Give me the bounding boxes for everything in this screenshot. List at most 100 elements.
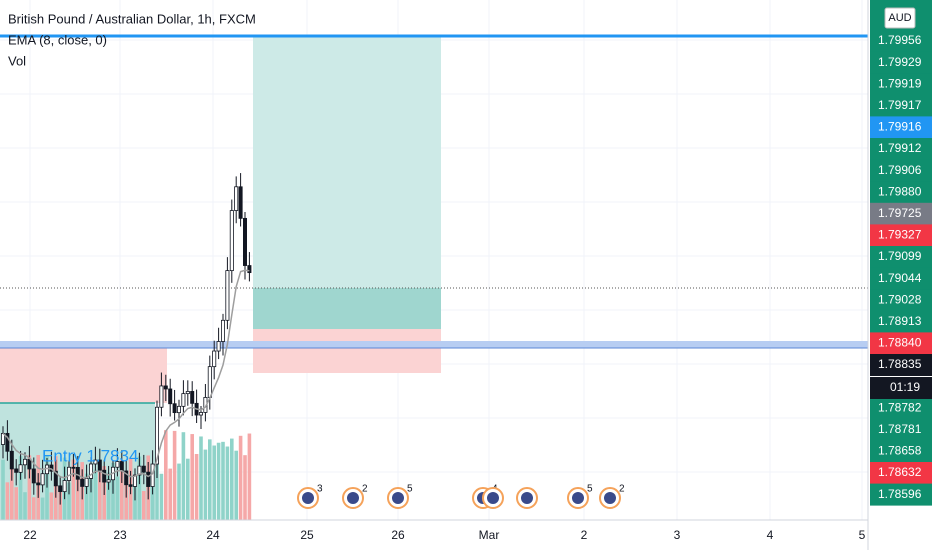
time-label: 2 (581, 528, 588, 542)
volume-bar (45, 455, 49, 520)
time-label: 22 (23, 528, 37, 542)
volume-bar (32, 497, 36, 520)
candle (172, 403, 177, 414)
volume-bar (84, 473, 89, 520)
candle (67, 466, 72, 481)
volume-bar (230, 438, 234, 520)
symbol-title[interactable]: British Pound / Australian Dollar, 1h, F… (8, 11, 256, 26)
volume-bar (93, 469, 98, 520)
candle (102, 469, 107, 483)
price-labels: 1.79956 1.79929 1.79919 1.79917 1.79916 1.799… (870, 30, 932, 506)
volume-bar (238, 435, 243, 520)
price-tag (870, 462, 932, 484)
candle (89, 463, 94, 479)
price-label: 1.79917 (878, 98, 922, 112)
candle (124, 470, 129, 486)
candle (247, 265, 252, 274)
candle (75, 466, 80, 480)
candle (18, 464, 23, 473)
candle (36, 482, 41, 486)
price-tag (870, 332, 932, 355)
candle (5, 432, 10, 452)
volume-bar (14, 487, 18, 520)
candle (14, 468, 19, 473)
volume-bar (181, 432, 186, 520)
volume-bar (234, 450, 238, 520)
price-label: 1.79028 (878, 292, 922, 306)
candle (242, 217, 247, 266)
volume-bar (243, 455, 247, 520)
volume (1, 430, 252, 520)
event-flag (487, 492, 499, 504)
candle (238, 186, 243, 219)
events: 325452 (297, 484, 625, 509)
candle (40, 473, 45, 486)
entry-label: Entry 1.7834 (42, 446, 138, 465)
event-flag (604, 492, 616, 504)
volume-bar (67, 482, 71, 520)
candle (71, 466, 76, 469)
price-tag (870, 73, 932, 96)
volume-bar (212, 445, 216, 520)
price-label: 1.79880 (878, 184, 922, 198)
candle (132, 474, 137, 487)
price-tag (870, 51, 932, 74)
volume-bar (247, 433, 252, 520)
event-count: 2 (362, 484, 368, 495)
stop-zone-left (0, 341, 167, 403)
candle (154, 406, 159, 465)
price-label: 1.79725 (878, 206, 922, 220)
indicator-ema[interactable]: EMA (8, close, 0) (8, 32, 107, 47)
price-tag (870, 246, 932, 268)
price-label: 1.78913 (878, 314, 922, 328)
volume-bar (120, 460, 124, 520)
event-flag (572, 492, 584, 504)
volume-bar (194, 454, 199, 520)
countdown-tag (870, 377, 932, 399)
price-tag (870, 397, 932, 420)
candle (80, 478, 85, 487)
candle (27, 458, 32, 470)
price-label: 1.79919 (878, 76, 922, 90)
time-label: 5 (859, 528, 866, 542)
candle (159, 385, 164, 408)
candle (137, 465, 142, 476)
candles (0, 173, 252, 505)
indicator-vol[interactable]: Vol (8, 53, 26, 68)
price-tag (870, 483, 932, 506)
price-tag (870, 289, 932, 312)
volume-bar (159, 473, 164, 520)
time-label: 3 (674, 528, 681, 542)
volume-bar (1, 459, 5, 520)
currency: AUD (888, 12, 911, 24)
profit-zone-filled (253, 288, 441, 329)
price-label: 1.78782 (878, 400, 922, 414)
currency-badge[interactable] (884, 7, 916, 29)
event-count: 3 (317, 484, 323, 495)
candle (220, 319, 225, 342)
price-label: 1.79916 (878, 120, 922, 134)
candle (106, 479, 111, 483)
volume-bar (199, 436, 203, 520)
volume-bar (177, 463, 181, 520)
volume-bar (190, 434, 194, 520)
volume-bar (40, 497, 45, 520)
price-label: 1.79044 (878, 271, 922, 285)
price-label: 1.79929 (878, 55, 922, 69)
candle (181, 393, 186, 407)
volume-bar (23, 492, 27, 520)
volume-bar (164, 430, 168, 520)
volume-bar (137, 456, 142, 520)
candle (163, 385, 168, 390)
time-label: 26 (391, 528, 405, 542)
volume-bar (203, 449, 208, 520)
candle (128, 484, 133, 487)
volume-bar (49, 492, 54, 520)
event-count: 2 (619, 484, 625, 495)
countdown: 01:19 (890, 380, 920, 394)
volume-bar (208, 439, 212, 520)
price-tag (870, 181, 932, 204)
candle (146, 471, 151, 487)
candle (115, 461, 120, 468)
price-label: 1.78840 (878, 336, 922, 350)
